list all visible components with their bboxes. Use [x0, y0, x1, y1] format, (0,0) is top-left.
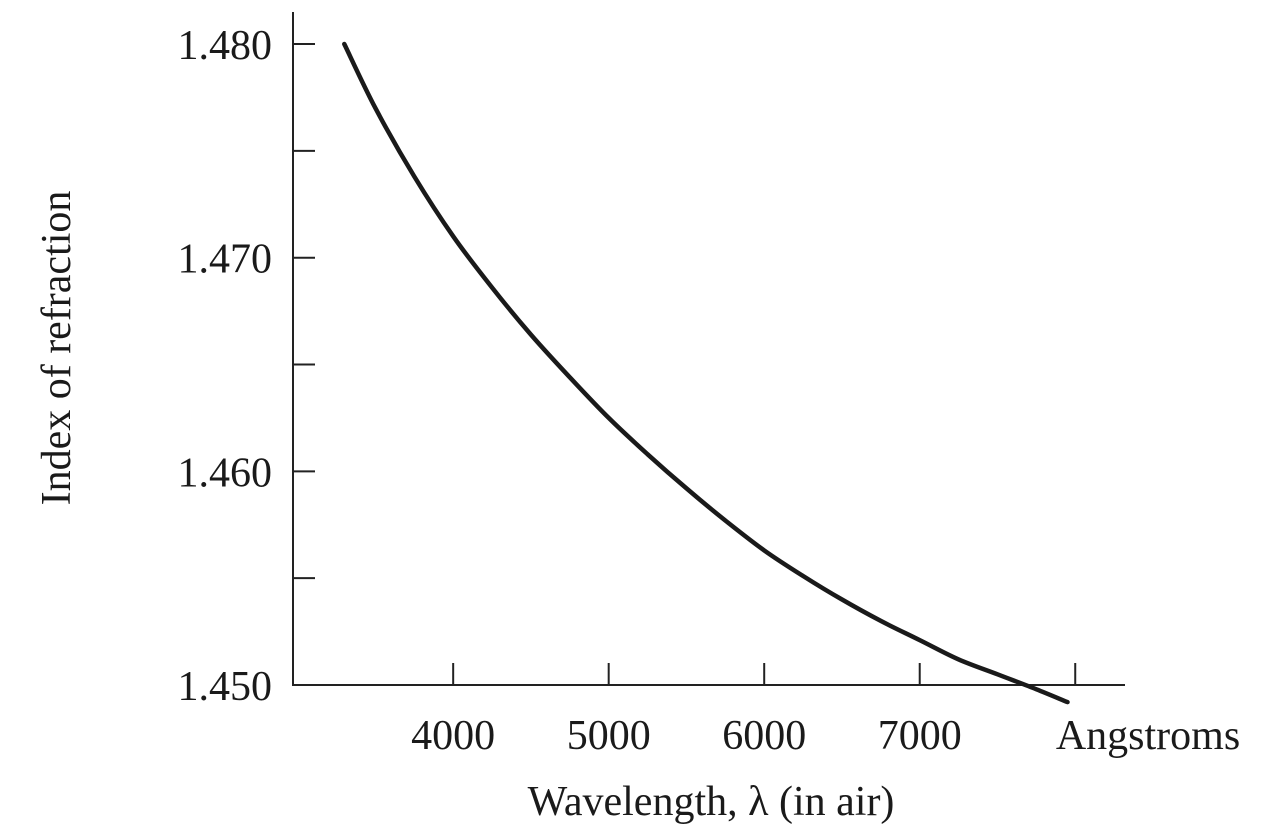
x-tick-labels: 4000 5000 6000 7000 — [411, 713, 962, 759]
y-tick-label-0: 1.450 — [178, 664, 273, 710]
x-axis-title: Wavelength, λ (in air) — [528, 779, 895, 825]
y-tick-label-2: 1.470 — [178, 237, 273, 283]
y-tick-label-1: 1.460 — [178, 450, 273, 496]
y-tick-labels: 1.450 1.460 1.470 1.480 — [178, 23, 273, 710]
x-unit-label: Angstroms — [1056, 713, 1240, 759]
y-ticks — [293, 43, 315, 686]
x-tick-label-1: 5000 — [567, 713, 651, 759]
dispersion-curve — [342, 41, 1070, 705]
x-tick-label-0: 4000 — [411, 713, 495, 759]
x-tick-label-3: 7000 — [878, 713, 962, 759]
y-axis-title: Index of refraction — [34, 191, 80, 506]
plot-area: 1.450 1.460 1.470 1.480 4000 5000 6000 7000 — [178, 12, 1125, 759]
x-ticks — [452, 663, 1077, 685]
x-tick-label-2: 6000 — [722, 713, 806, 759]
y-tick-label-3: 1.480 — [178, 23, 273, 69]
